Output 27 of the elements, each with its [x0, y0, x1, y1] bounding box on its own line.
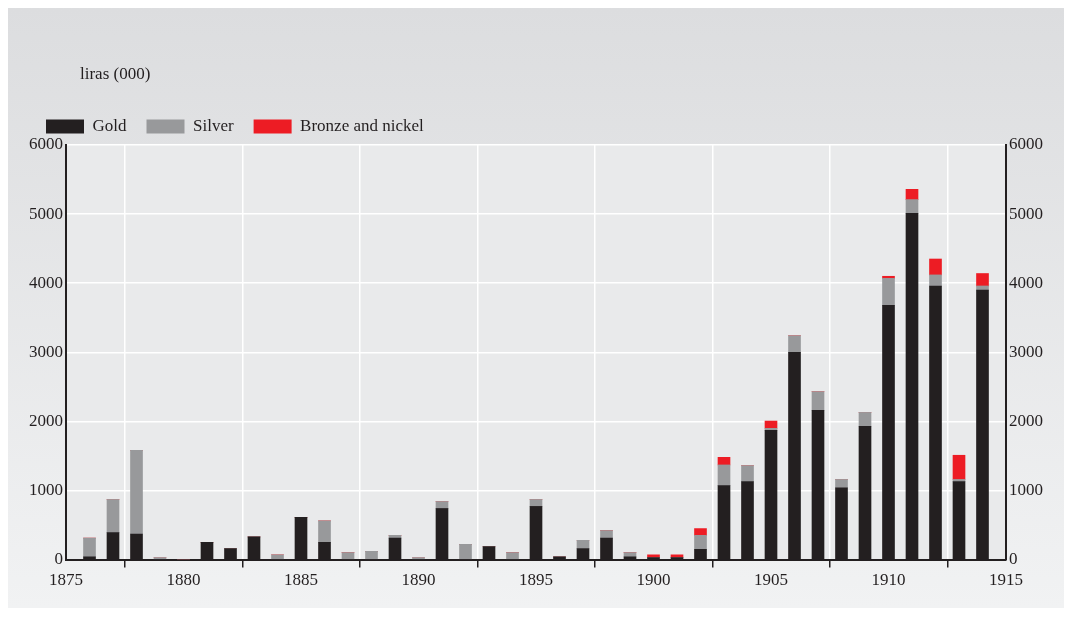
y2-tick-label: 6000 [1009, 134, 1043, 154]
y2-tick-label: 5000 [1009, 203, 1043, 223]
y-tick-label: 4000 [29, 272, 63, 292]
y2-tick-label: 3000 [1009, 341, 1043, 361]
x-tick-label: 1915 [989, 570, 1023, 590]
y-tick-label: 6000 [29, 134, 63, 154]
y-tick-label: 0 [54, 549, 63, 569]
x-tick-label: 1895 [519, 570, 553, 590]
y2-tick-label: 0 [1009, 549, 1018, 569]
x-tick-label: 1900 [636, 570, 671, 590]
x-tick-label: 1880 [166, 570, 201, 590]
y-axis-title: liras (000) [80, 64, 151, 84]
x-tick-label: 1890 [401, 570, 436, 590]
y-tick-label: 1000 [29, 479, 63, 499]
x-tick-label: 1910 [871, 570, 906, 590]
legend-label: Silver [193, 115, 234, 135]
legend-label: Bronze and nickel [300, 115, 425, 135]
x-tick-label: 1905 [754, 570, 788, 590]
y2-tick-label: 4000 [1009, 272, 1043, 292]
y-tick-label: 2000 [29, 410, 63, 430]
y2-tick-label: 2000 [1009, 410, 1043, 430]
y2-tick-label: 1000 [1009, 479, 1043, 499]
x-tick-label: 1875 [49, 570, 83, 590]
y-tick-label: 5000 [29, 203, 63, 223]
y-tick-label: 3000 [29, 341, 63, 361]
legend-label: Gold [92, 115, 127, 135]
x-tick-label: 1885 [284, 570, 318, 590]
